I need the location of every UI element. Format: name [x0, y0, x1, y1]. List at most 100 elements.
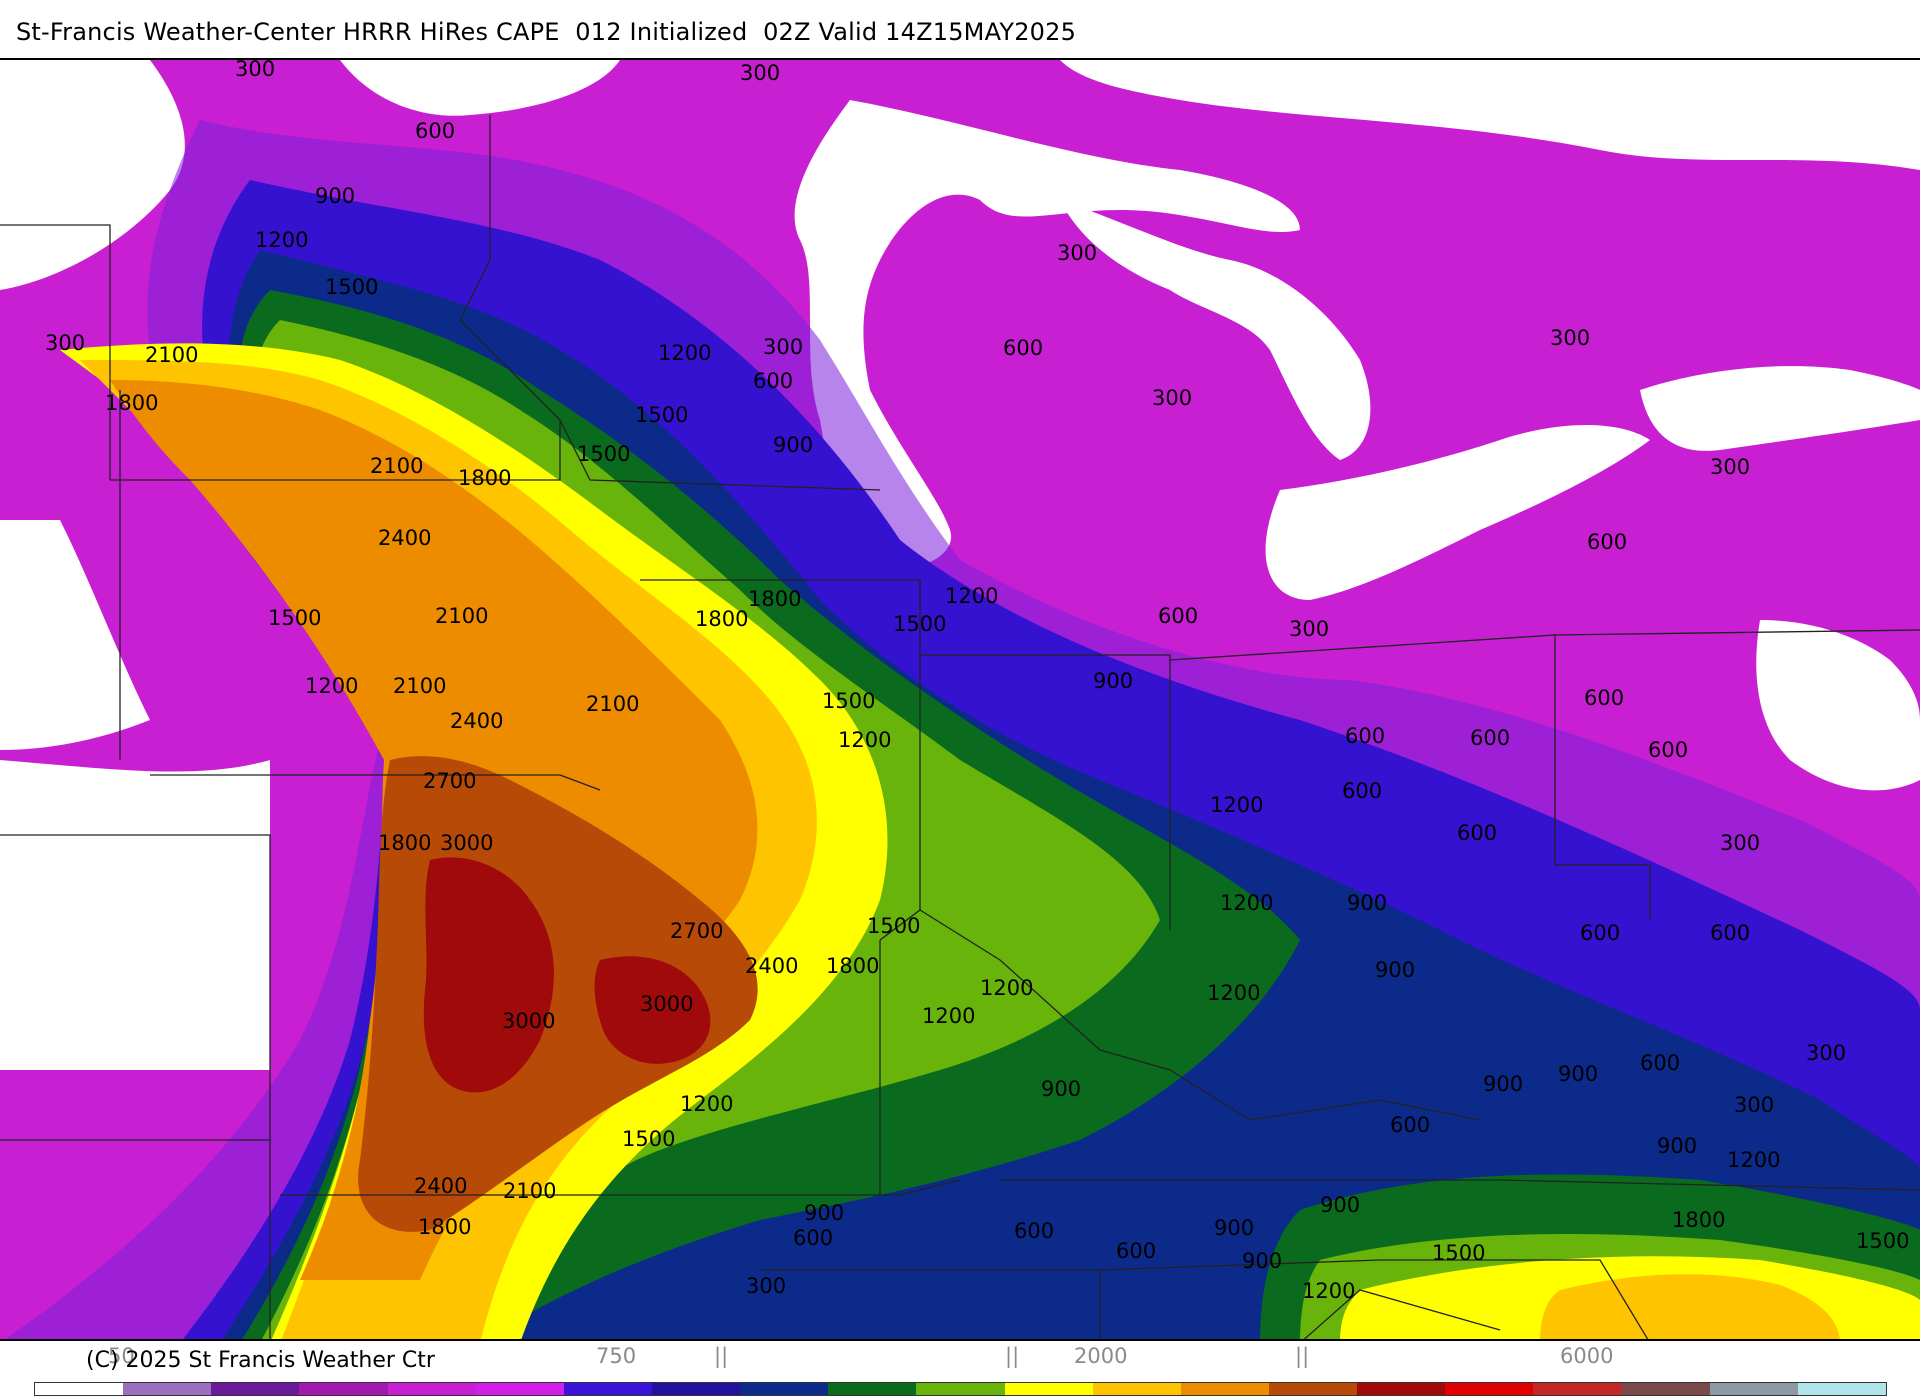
map-title: St-Francis Weather-Center HRRR HiRes CAP… [16, 18, 1077, 46]
contour-label: 2400 [378, 526, 431, 550]
contour-label: 1800 [695, 607, 748, 631]
contour-label: 1500 [325, 275, 378, 299]
cape-zero-region [1756, 620, 1920, 791]
contour-label: 300 [1550, 326, 1590, 350]
contour-label: 600 [1640, 1051, 1680, 1075]
contour-label: 1200 [658, 341, 711, 365]
colorbar-swatch [299, 1383, 388, 1395]
contour-label: 1200 [1727, 1148, 1780, 1172]
contour-label: 900 [1483, 1072, 1523, 1096]
contour-label: 900 [773, 433, 813, 457]
contour-label: 600 [1470, 726, 1510, 750]
contour-label: 900 [1558, 1062, 1598, 1086]
contour-label: 300 [1806, 1041, 1846, 1065]
contour-label: 1500 [1432, 1241, 1485, 1265]
cape-zero-region [340, 60, 620, 116]
cape-zero-region [0, 760, 270, 1070]
contour-label: 1500 [1856, 1229, 1909, 1253]
contour-label: 300 [1289, 617, 1329, 641]
contour-label: 1500 [577, 442, 630, 466]
contour-label: 600 [1003, 336, 1043, 360]
colorbar-swatch [1533, 1383, 1622, 1395]
contour-label: 2100 [393, 674, 446, 698]
contour-label: 900 [1093, 669, 1133, 693]
colorbar-tick-mark: || [1005, 1344, 1020, 1368]
colorbar-swatch [211, 1383, 300, 1395]
contour-label: 1200 [922, 1004, 975, 1028]
colorbar-swatch [1180, 1383, 1269, 1395]
contour-label: 600 [1014, 1219, 1054, 1243]
contour-label: 1800 [378, 831, 431, 855]
contour-label: 600 [1648, 738, 1688, 762]
lake-michigan [794, 100, 1300, 569]
contour-label: 1500 [622, 1127, 675, 1151]
contour-label: 900 [1657, 1134, 1697, 1158]
contour-label: 1200 [305, 674, 358, 698]
cape-2100-2400-band [1540, 1274, 1840, 1339]
colorbar-swatch [1709, 1383, 1798, 1395]
contour-label: 2100 [370, 454, 423, 478]
contour-label: 1200 [1210, 793, 1263, 817]
contour-label: 300 [1734, 1093, 1774, 1117]
contour-label: 600 [1342, 779, 1382, 803]
colorbar-swatch [123, 1383, 212, 1395]
contour-label: 1200 [680, 1092, 733, 1116]
colorbar-tick-label: 2000 [1074, 1344, 1128, 1368]
contour-label: 2400 [414, 1174, 467, 1198]
contour-label: 600 [1584, 686, 1624, 710]
contour-label: 600 [1345, 724, 1385, 748]
colorbar-swatch [475, 1383, 564, 1395]
contour-label: 600 [1457, 821, 1497, 845]
contour-label: 300 [45, 331, 85, 355]
contour-label: 300 [1152, 386, 1192, 410]
contour-label: 1500 [268, 606, 321, 630]
colorbar-swatch [1004, 1383, 1093, 1395]
contour-label: 1800 [1672, 1208, 1725, 1232]
contour-label: 600 [1580, 921, 1620, 945]
contour-label: 2400 [745, 954, 798, 978]
colorbar-swatch [1357, 1383, 1446, 1395]
colorbar-tick-mark: || [1295, 1344, 1310, 1368]
colorbar-swatch [651, 1383, 741, 1395]
contour-label: 2100 [435, 604, 488, 628]
contour-label: 900 [1375, 958, 1415, 982]
cape-colorbar [34, 1382, 1887, 1396]
colorbar-swatch [563, 1383, 652, 1395]
cape-zero-region [0, 520, 150, 750]
contour-label: 1200 [255, 228, 308, 252]
contour-label: 300 [746, 1274, 786, 1298]
colorbar-swatch [1797, 1383, 1886, 1395]
contour-label: 1800 [105, 391, 158, 415]
contour-label: 600 [1116, 1239, 1156, 1263]
copyright-text: (C) 2025 St Francis Weather Ctr [86, 1348, 435, 1373]
cape-3000-core [594, 956, 711, 1064]
colorbar-swatch [387, 1383, 476, 1395]
contour-label: 1800 [748, 587, 801, 611]
contour-label: 900 [1242, 1249, 1282, 1273]
contour-label: 600 [1710, 921, 1750, 945]
contour-label: 600 [1587, 530, 1627, 554]
contour-label: 600 [415, 119, 455, 143]
colorbar-tick-mark: || [714, 1344, 729, 1368]
lake-ontario [1640, 366, 1920, 451]
colorbar-swatch [1621, 1383, 1710, 1395]
cape-3000-core [423, 857, 554, 1093]
colorbar-swatch [35, 1383, 124, 1395]
contour-label: 2100 [586, 692, 639, 716]
contour-label: 1500 [893, 612, 946, 636]
lake-erie [1265, 425, 1650, 600]
contour-label: 300 [763, 335, 803, 359]
colorbar-swatch [1268, 1383, 1358, 1395]
contour-label: 900 [1041, 1077, 1081, 1101]
contour-label: 900 [1214, 1216, 1254, 1240]
lake-huron [1060, 200, 1371, 460]
contour-label: 1500 [635, 403, 688, 427]
contour-label: 1800 [458, 466, 511, 490]
contour-label: 1800 [418, 1215, 471, 1239]
contour-label: 2400 [450, 709, 503, 733]
cape-zero-region [0, 60, 185, 290]
contour-label: 1500 [867, 914, 920, 938]
contour-label: 600 [1158, 604, 1198, 628]
contour-label: 1200 [1302, 1279, 1355, 1303]
contour-label: 1200 [838, 728, 891, 752]
